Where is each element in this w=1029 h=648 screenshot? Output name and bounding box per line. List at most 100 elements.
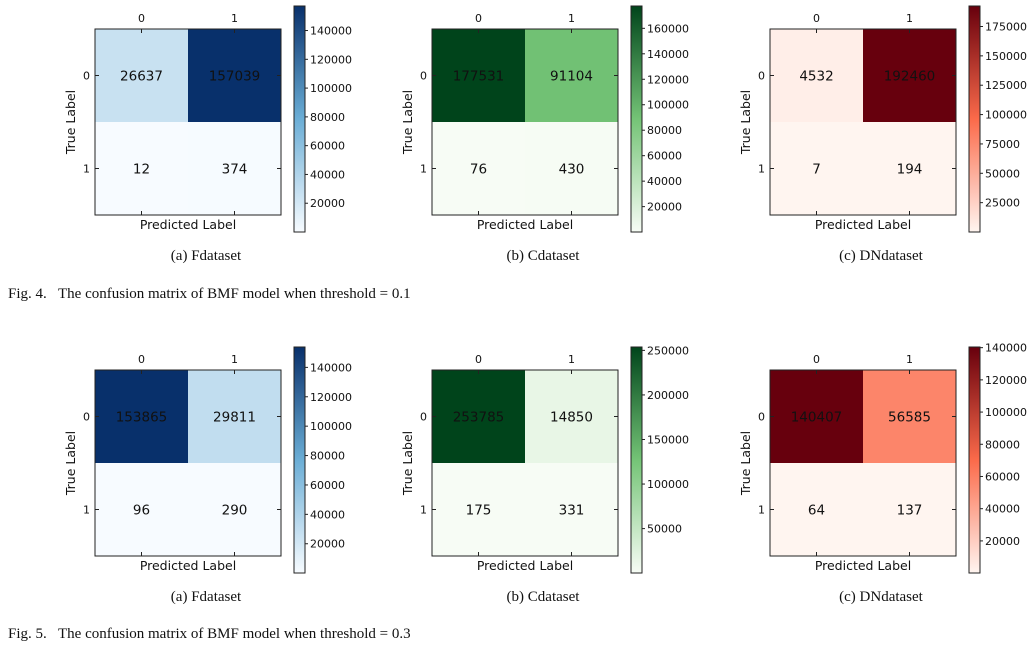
x-tick-label: 0 — [138, 12, 145, 25]
colorbar-tick-label: 200000 — [647, 389, 689, 402]
colorbar-tick-label: 80000 — [647, 124, 682, 137]
colorbar-tick-label: 175000 — [985, 21, 1027, 34]
x-tick-label: 0 — [138, 353, 145, 366]
x-tick-label: 1 — [906, 12, 913, 25]
y-axis-label: True Label — [400, 431, 415, 496]
matrix-cell — [432, 463, 525, 556]
x-tick-label: 0 — [813, 12, 820, 25]
colorbar-tick-label: 125000 — [985, 79, 1027, 92]
matrix-cell — [432, 122, 525, 215]
y-tick-label: 1 — [420, 504, 427, 517]
y-axis-label: True Label — [400, 90, 415, 155]
x-axis-label: Predicted Label — [477, 217, 573, 232]
matrix-cell — [770, 29, 863, 122]
colorbar-tick-label: 40000 — [310, 168, 345, 181]
colorbar-tick-label: 25000 — [985, 197, 1020, 210]
colorbar-tick-label: 140000 — [310, 361, 352, 374]
cell-value-label: 7 — [812, 162, 821, 178]
colorbar-tick-label: 80000 — [310, 111, 345, 124]
colorbar-tick-label: 50000 — [647, 523, 682, 536]
cell-value-label: 331 — [559, 503, 585, 519]
y-tick-label: 0 — [83, 70, 90, 83]
colorbar-tick-label: 60000 — [310, 479, 345, 492]
cell-value-label: 175 — [466, 503, 492, 519]
cell-value-label: 177531 — [453, 69, 505, 85]
colorbar-tick-label: 120000 — [310, 391, 352, 404]
colorbar-tick-label: 40000 — [647, 175, 682, 188]
confusion-matrix-chart: 153865 29811 96 290 0 1 0 1 Predicted Label True … — [63, 346, 352, 605]
matrix-cell — [95, 370, 188, 463]
matrix-cell — [188, 463, 281, 556]
y-tick-label: 0 — [758, 411, 765, 424]
subcaption: (a) Fdataset — [171, 248, 242, 264]
matrix-cell — [863, 29, 956, 122]
colorbar — [968, 5, 981, 233]
matrix-frame — [94, 369, 282, 557]
matrix-frame — [769, 28, 957, 216]
colorbar-tick-label: 100000 — [310, 420, 352, 433]
colorbar — [293, 346, 306, 574]
colorbar-tick-label: 20000 — [310, 538, 345, 551]
x-tick-label: 1 — [568, 12, 575, 25]
x-axis-label: Predicted Label — [140, 217, 236, 232]
cell-value-label: 4532 — [799, 69, 833, 85]
colorbar-tick-label: 140000 — [985, 342, 1027, 355]
colorbar-tick-label: 60000 — [310, 140, 345, 153]
y-tick-label: 1 — [758, 163, 765, 176]
cell-value-label: 140407 — [791, 410, 843, 426]
colorbar-tick-label: 100000 — [647, 99, 689, 112]
matrix-cell — [863, 122, 956, 215]
x-axis-label: Predicted Label — [815, 558, 911, 573]
x-tick-label: 0 — [475, 353, 482, 366]
cell-value-label: 56585 — [888, 410, 931, 426]
matrix-cell — [863, 463, 956, 556]
colorbar-tick-label: 120000 — [647, 73, 689, 86]
cell-value-label: 29811 — [213, 410, 256, 426]
matrix-cell — [525, 370, 618, 463]
y-tick-label: 0 — [83, 411, 90, 424]
y-tick-label: 1 — [420, 163, 427, 176]
colorbar-tick-label: 160000 — [647, 22, 689, 35]
matrix-cell — [188, 29, 281, 122]
y-axis-label: True Label — [63, 90, 78, 155]
colorbar-tick-label: 100000 — [985, 109, 1027, 122]
colorbar-tick-label: 120000 — [310, 53, 352, 66]
matrix-cell — [525, 463, 618, 556]
matrix-cell — [770, 370, 863, 463]
subcaption: (b) Cdataset — [507, 248, 581, 264]
cell-value-label: 253785 — [453, 410, 505, 426]
x-tick-label: 0 — [475, 12, 482, 25]
y-tick-label: 0 — [420, 70, 427, 83]
cell-value-label: 194 — [897, 162, 923, 178]
cell-value-label: 192460 — [884, 69, 936, 85]
colorbar-tick-label: 20000 — [310, 197, 345, 210]
matrix-cell — [95, 463, 188, 556]
colorbar-tick-label: 140000 — [310, 25, 352, 38]
y-axis-label: True Label — [63, 431, 78, 496]
matrix-cell — [188, 122, 281, 215]
colorbar — [630, 5, 643, 233]
subcaption: (c) DNdataset — [839, 589, 924, 605]
colorbar-tick-label: 80000 — [985, 438, 1020, 451]
colorbar-tick-label: 150000 — [647, 433, 689, 446]
colorbar-tick-label: 100000 — [310, 82, 352, 95]
cell-value-label: 14850 — [550, 410, 593, 426]
subcaption: (c) DNdataset — [839, 248, 924, 264]
figure-5-caption: Fig. 5. The confusion matrix of BMF mode… — [8, 626, 411, 642]
colorbar — [968, 346, 981, 574]
colorbar-tick-label: 140000 — [647, 48, 689, 61]
cell-value-label: 153865 — [116, 410, 168, 426]
y-axis-label: True Label — [738, 90, 753, 155]
confusion-matrix-chart: 26637 157039 12 374 0 1 0 1 Predicted Label True … — [63, 5, 352, 264]
matrix-cell — [770, 122, 863, 215]
colorbar-tick-label: 150000 — [985, 50, 1027, 63]
cell-value-label: 157039 — [209, 69, 261, 85]
matrix-cell — [863, 370, 956, 463]
cell-value-label: 430 — [559, 162, 585, 178]
subcaption: (a) Fdataset — [171, 589, 242, 605]
cell-value-label: 64 — [808, 503, 825, 519]
colorbar — [630, 346, 643, 574]
colorbar-tick-label: 80000 — [310, 450, 345, 463]
cell-value-label: 76 — [470, 162, 487, 178]
y-tick-label: 0 — [758, 70, 765, 83]
